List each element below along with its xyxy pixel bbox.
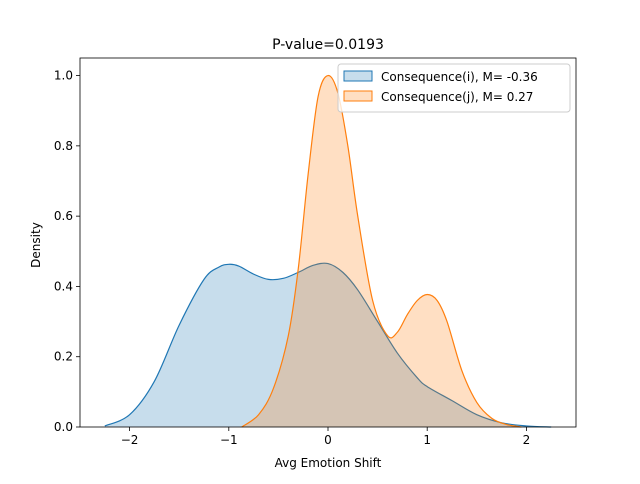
x-tick-label: −2 bbox=[121, 433, 139, 447]
y-tick-label: 0.8 bbox=[54, 139, 73, 153]
legend-swatch-1 bbox=[343, 90, 373, 102]
y-tick-label: 0.6 bbox=[54, 209, 73, 223]
chart-title: P-value=0.0193 bbox=[272, 37, 384, 53]
x-tick-label: 1 bbox=[423, 433, 431, 447]
y-tick-label: 0.2 bbox=[54, 350, 73, 364]
axes: −2 −1 0 1 2 0.0 0.2 0.4 0.6 0.8 1.0 bbox=[54, 57, 577, 447]
legend: Consequence(i), M= -0.36 Consequence(j), … bbox=[337, 63, 571, 113]
legend-box bbox=[337, 63, 571, 113]
legend-label-1: Consequence(j), M= 0.27 bbox=[381, 90, 533, 104]
y-axis-label: Density bbox=[29, 222, 43, 268]
plot-area bbox=[104, 74, 552, 428]
y-tick-label: 0.0 bbox=[54, 420, 73, 434]
x-tick-label: 2 bbox=[523, 433, 531, 447]
legend-swatch-0 bbox=[343, 70, 373, 82]
series-1-line bbox=[241, 74, 522, 428]
legend-label-0: Consequence(i), M= -0.36 bbox=[381, 70, 538, 84]
y-tick-label: 0.4 bbox=[54, 279, 73, 293]
x-axis-label: Avg Emotion Shift bbox=[275, 456, 382, 470]
series-1-area bbox=[241, 75, 522, 427]
y-tick-label: 1.0 bbox=[54, 69, 73, 83]
x-tick-label: −1 bbox=[220, 433, 238, 447]
series-0-line bbox=[104, 262, 552, 428]
series-0-area bbox=[104, 263, 552, 427]
x-tick-label: 0 bbox=[324, 433, 332, 447]
